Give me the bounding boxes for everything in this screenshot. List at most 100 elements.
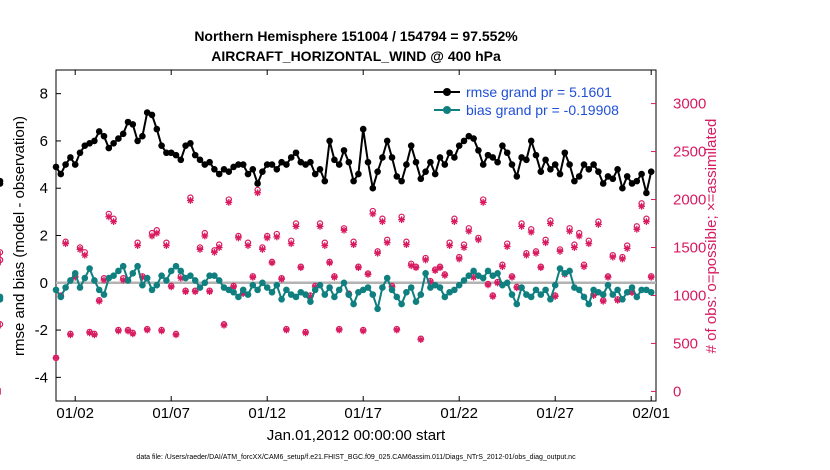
bias-point [537, 291, 545, 298]
assimilated-obs-point [340, 226, 348, 234]
assimilated-obs-point [273, 233, 281, 241]
rmse-point [287, 154, 295, 161]
rmse-point [239, 161, 247, 168]
assimilated-obs-point [599, 297, 607, 305]
assimilated-obs-point [331, 273, 338, 281]
bias-point [177, 267, 185, 275]
bias-point [623, 288, 631, 296]
bias-point [196, 284, 204, 291]
y-tick-label-left: 6 [40, 133, 48, 150]
rmse-point [191, 151, 199, 159]
rmse-point [206, 158, 213, 166]
bias-point [244, 291, 252, 298]
legend-bias-marker [443, 106, 451, 114]
bias-point [321, 291, 329, 298]
bias-point [139, 281, 146, 289]
bias-point [614, 286, 621, 294]
rmse-point [196, 156, 204, 164]
bias-point [503, 279, 511, 287]
assimilated-obs-point [283, 326, 290, 334]
bias-point [465, 272, 473, 279]
rmse-point [595, 168, 602, 175]
rmse-point [547, 166, 554, 173]
bias-point [484, 267, 492, 275]
assimilated-obs-point [364, 270, 372, 278]
y-tick-label-left: 0 [40, 275, 48, 292]
chart-title-line1: Northern Hemisphere 151004 / 154794 = 97… [194, 28, 518, 44]
assimilated-obs-point [225, 199, 233, 206]
rmse-point [225, 168, 233, 175]
bias-point [153, 281, 161, 289]
assimilated-obs-point [547, 220, 554, 227]
assimilated-obs-point [129, 330, 137, 338]
assimilated-obs-point [484, 281, 492, 289]
assimilated-obs-point [91, 331, 98, 339]
chart-title-line2: AIRCRAFT_HORIZONTAL_WIND @ 400 hPa [211, 48, 501, 64]
rmse-point [379, 154, 386, 161]
assimilated-obs-point [163, 242, 170, 249]
bias-point [52, 286, 60, 294]
bias-point [215, 277, 223, 284]
assimilated-obs-point [503, 243, 511, 250]
bias-point [239, 286, 247, 294]
assimilated-obs-point [110, 218, 117, 225]
rmse-point [431, 170, 439, 178]
assimilated-obs-point [350, 241, 357, 249]
rmse-point [451, 154, 458, 161]
bias-point [585, 300, 593, 308]
y-tick-label-right: 2500 [673, 144, 706, 161]
rmse-point [638, 170, 645, 178]
rmse-point [532, 151, 540, 159]
rmse-point [455, 142, 463, 149]
bias-point [91, 277, 98, 284]
bias-point [62, 284, 69, 291]
rmse-point [412, 158, 420, 166]
assimilated-obs-point [595, 221, 602, 228]
assimilated-obs-point [460, 244, 468, 251]
bias-point [412, 298, 420, 306]
rmse-point [259, 168, 266, 175]
assimilated-obs-point [542, 239, 549, 247]
rmse-point [91, 137, 98, 145]
rmse-point [249, 166, 257, 173]
assimilated-obs-point [479, 199, 487, 206]
assimilated-obs-point [76, 246, 84, 253]
bias-point [369, 291, 377, 298]
rmse-point [508, 161, 516, 168]
bias-point [259, 279, 266, 287]
bias-point [76, 284, 84, 291]
rmse-point [148, 111, 156, 119]
rmse-point [422, 168, 429, 175]
assimilated-obs-point [359, 327, 367, 335]
rmse-point [62, 161, 69, 168]
y-tick-label-right: 3000 [673, 96, 706, 113]
bias-point [71, 270, 79, 277]
y-tick-label-left: 2 [40, 228, 48, 245]
assimilated-obs-point [393, 326, 401, 334]
bias-point [316, 281, 324, 289]
bias-point [268, 288, 276, 296]
bias-point [542, 286, 549, 294]
assimilated-obs-point [115, 327, 122, 335]
rmse-point [177, 156, 185, 164]
rmse-point [95, 128, 103, 135]
x-tick-label: 01/27 [536, 405, 574, 422]
y-tick-label-right: 1000 [673, 287, 706, 304]
x-tick-label: 01/12 [248, 405, 286, 422]
rmse-point [513, 173, 521, 180]
rmse-point [475, 147, 482, 154]
assimilated-obs-point [191, 288, 199, 296]
assimilated-obs-point [244, 242, 252, 249]
rmse-point [235, 161, 242, 168]
bias-point [95, 286, 103, 294]
assimilated-obs-point [431, 267, 439, 274]
assimilated-obs-point [604, 273, 612, 281]
assimilated-obs-point [508, 273, 516, 281]
y-axis-label-right: # of obs: o=possible; ×=assimilated [703, 119, 720, 354]
assimilated-obs-point [455, 255, 463, 263]
bias-point [527, 293, 535, 301]
bias-point [335, 286, 343, 294]
bias-point [311, 286, 319, 294]
rmse-point [268, 161, 276, 168]
bias-point [403, 288, 410, 296]
